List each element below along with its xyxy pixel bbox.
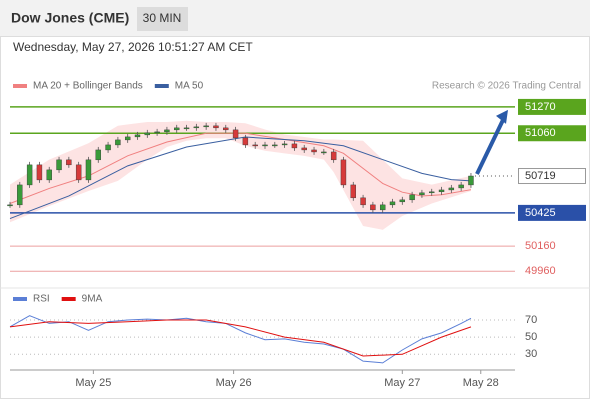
candle bbox=[291, 143, 298, 149]
last-price-box bbox=[518, 168, 586, 185]
candle bbox=[154, 131, 160, 134]
candle bbox=[379, 204, 386, 211]
y-tick-label: 30 bbox=[525, 348, 537, 360]
legend-swatch bbox=[13, 297, 27, 301]
candle bbox=[438, 189, 445, 193]
subtitle: Wednesday, May 27, 2026 10:51:27 AM CET bbox=[13, 40, 253, 54]
candle bbox=[232, 129, 239, 139]
level-label: 49960 bbox=[525, 265, 556, 277]
candle bbox=[301, 147, 307, 151]
timeframe-box bbox=[137, 7, 188, 31]
candle bbox=[242, 137, 249, 146]
candle bbox=[321, 151, 327, 154]
candle bbox=[419, 192, 425, 196]
rsi-line bbox=[9, 315, 472, 364]
candle bbox=[26, 164, 33, 186]
last-price-label: 50719 bbox=[525, 170, 556, 182]
credit: Research © 2026 Trading Central bbox=[432, 81, 581, 92]
candle bbox=[36, 164, 43, 181]
chart-title: Dow Jones (CME) bbox=[11, 10, 129, 26]
candle bbox=[46, 169, 52, 181]
level-box bbox=[518, 204, 586, 221]
legend-label: RSI bbox=[33, 294, 50, 305]
legend-label: MA 20 + Bollinger Bands bbox=[33, 81, 143, 92]
candle bbox=[311, 149, 317, 153]
candle bbox=[272, 144, 278, 147]
candle bbox=[281, 143, 288, 146]
candle bbox=[409, 194, 415, 201]
candle bbox=[183, 127, 190, 130]
y-tick-label: 70 bbox=[525, 314, 537, 326]
ma-line bbox=[9, 136, 471, 219]
level-box bbox=[518, 98, 586, 115]
candle bbox=[95, 149, 101, 161]
candle bbox=[66, 159, 72, 166]
candle bbox=[389, 201, 396, 206]
legend-label: 9MA bbox=[82, 294, 103, 305]
candle bbox=[213, 125, 219, 129]
candle bbox=[105, 144, 111, 151]
candle bbox=[252, 144, 258, 147]
candle bbox=[429, 191, 435, 194]
candle bbox=[468, 175, 474, 186]
candle bbox=[174, 127, 180, 131]
level-box bbox=[518, 125, 586, 142]
level-label: 50160 bbox=[525, 240, 556, 252]
x-tick-label: May 25 bbox=[75, 377, 111, 389]
candle bbox=[7, 204, 13, 207]
candle bbox=[144, 132, 151, 136]
candle bbox=[399, 199, 406, 203]
x-tick-label: May 27 bbox=[384, 377, 420, 389]
candle bbox=[448, 187, 455, 191]
candle bbox=[75, 164, 82, 181]
x-tick-label: May 26 bbox=[216, 377, 252, 389]
candle bbox=[203, 125, 209, 128]
target-arrow bbox=[475, 117, 506, 175]
legend-swatch bbox=[154, 84, 169, 88]
candle bbox=[330, 151, 337, 161]
legend-swatch bbox=[13, 84, 27, 88]
legend-label: MA 50 bbox=[175, 81, 204, 92]
candle bbox=[17, 184, 23, 206]
bollinger-band bbox=[10, 120, 471, 230]
level-label: 51060 bbox=[525, 127, 556, 139]
candle bbox=[350, 184, 356, 199]
candle bbox=[340, 159, 347, 186]
header-bar bbox=[0, 0, 590, 36]
y-tick-label: 50 bbox=[525, 331, 537, 343]
candle bbox=[360, 197, 366, 206]
candle bbox=[370, 204, 376, 211]
candle bbox=[134, 134, 141, 138]
candle bbox=[85, 159, 92, 181]
rsi-line bbox=[9, 319, 472, 357]
target-arrowhead bbox=[496, 109, 508, 124]
legend-swatch bbox=[61, 297, 76, 301]
candle bbox=[164, 129, 170, 133]
timeframe: 30 MIN bbox=[143, 11, 182, 25]
level-label: 51270 bbox=[525, 101, 556, 113]
x-tick-label: May 28 bbox=[463, 377, 499, 389]
candle bbox=[223, 127, 229, 131]
candle bbox=[193, 126, 200, 129]
candle bbox=[458, 184, 464, 189]
candle bbox=[262, 144, 268, 147]
candle bbox=[124, 136, 131, 141]
candle bbox=[115, 139, 121, 146]
level-label: 50425 bbox=[525, 207, 556, 219]
candle bbox=[56, 159, 62, 171]
